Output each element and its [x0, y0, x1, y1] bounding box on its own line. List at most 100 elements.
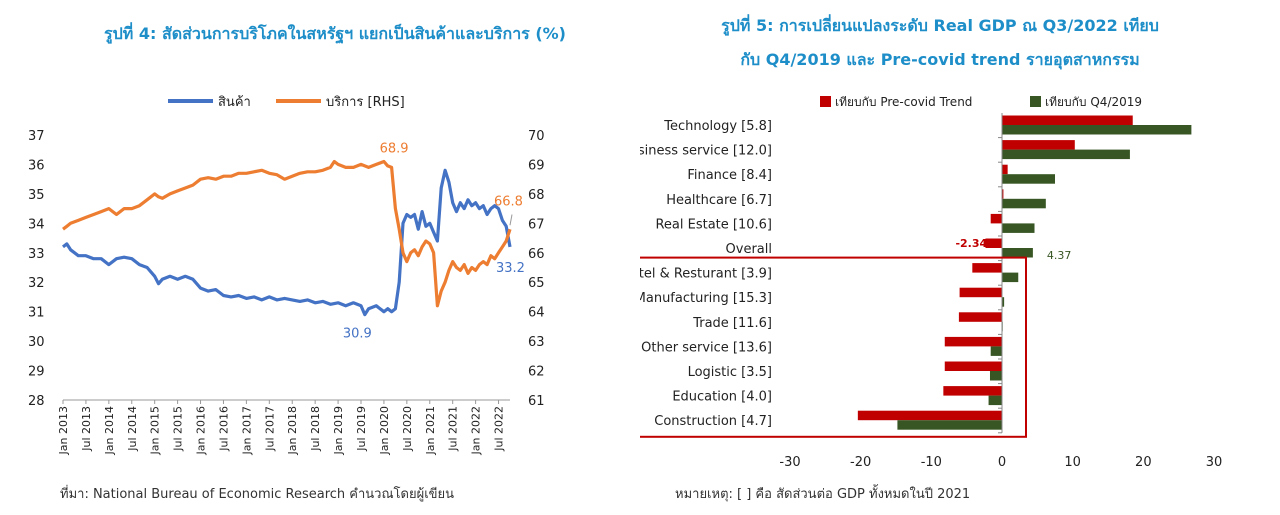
footnote: หมายเหตุ: [ ] คือ สัดส่วนต่อ GDP ทั้งหมด…: [675, 487, 971, 502]
source-note: ที่มา: National Bureau of Economic Resea…: [60, 487, 455, 502]
annotation-services-last: 66.8: [494, 195, 523, 210]
y-right-tick-label: 70: [528, 129, 545, 144]
chart1-title: รูปที่ 4: สัดส่วนการบริโภคในสหรัฐฯ แยกเป…: [104, 24, 566, 43]
x-tick-label: Jan 2014: [103, 406, 116, 455]
x-tick-label: Jul 2021: [447, 406, 460, 452]
bar-q4: [1002, 248, 1033, 258]
highlight-box: [640, 256, 1027, 438]
category-label: Trade [11.6]: [692, 316, 772, 331]
x-tick-label: Jul 2014: [126, 406, 139, 452]
y-right-tick-label: 64: [528, 306, 545, 321]
x-tick-label: Jul 2017: [263, 406, 276, 452]
category-label: Education [4.0]: [672, 390, 772, 405]
x-tick-label: 30: [1206, 455, 1223, 470]
x-tick-label: -30: [779, 455, 800, 470]
bar-q4: [988, 395, 1002, 406]
bar-precovid: [985, 238, 1002, 248]
y-right-tick-label: 65: [528, 276, 545, 291]
x-tick-label: Jan 2022: [470, 406, 483, 455]
legend-q4-label: เทียบกับ Q4/2019: [1045, 95, 1142, 109]
y-right-tick-label: 67: [528, 217, 545, 232]
x-tick-label: -20: [850, 455, 871, 470]
x-tick-label: 0: [998, 455, 1006, 470]
category-label: Real Estate [10.6]: [655, 217, 772, 232]
bar-q4: [1002, 149, 1130, 160]
category-label: Logistic [3.5]: [688, 365, 772, 380]
legend-precovid-label: เทียบกับ Pre-covid Trend: [835, 95, 972, 109]
bar-precovid: [944, 336, 1002, 347]
bar-q4: [1002, 174, 1055, 184]
y-left-tick-label: 35: [28, 188, 45, 203]
bar-q4: [1002, 297, 1005, 307]
bar-q4: [1002, 198, 1046, 209]
y-right-tick-label: 69: [528, 158, 545, 173]
y-left-tick-label: 37: [28, 129, 45, 144]
x-tick-label: Jan 2021: [424, 406, 437, 455]
bar-q4: [989, 371, 1002, 381]
x-tick-label: Jan 2017: [240, 406, 253, 455]
x-tick-label: Jul 2020: [401, 406, 414, 452]
x-tick-label: Jan 2016: [195, 406, 208, 455]
y-left-tick-label: 28: [28, 394, 45, 409]
bar-precovid: [1002, 140, 1075, 150]
category-label: Other service [13.6]: [641, 340, 772, 355]
chart2-title-line2: กับ Q4/2019 และ Pre-covid trend รายอุตสา…: [740, 50, 1140, 69]
x-tick-label: Jan 2018: [286, 406, 299, 455]
goods-series-line: [62, 168, 512, 317]
x-tick-label: Jan 2020: [378, 406, 391, 455]
bar-q4: [1002, 272, 1019, 283]
bar-precovid: [958, 312, 1002, 322]
bar-q4: [990, 346, 1002, 356]
bar-precovid: [1002, 164, 1008, 175]
y-left-tick-label: 29: [28, 365, 45, 380]
legend-q4-swatch: [1030, 96, 1041, 107]
x-tick-label: Jul 2013: [80, 406, 93, 452]
bar-q4: [897, 420, 1002, 430]
legend-services-label: บริการ [RHS]: [326, 95, 405, 110]
annotation-goods-min: 30.9: [343, 327, 372, 342]
bar-q4: [1002, 223, 1035, 233]
y-left-tick-label: 32: [28, 276, 45, 291]
bar-precovid: [944, 361, 1002, 371]
bar-precovid: [1002, 115, 1133, 125]
category-label: Healthcare [6.7]: [666, 193, 772, 208]
annotation-services-max: 68.9: [380, 142, 409, 157]
y-left-tick-label: 34: [28, 217, 45, 232]
y-right-tick-label: 66: [528, 247, 545, 262]
y-right-tick-label: 61: [528, 394, 545, 409]
category-label: Overall: [726, 242, 772, 257]
category-label: Construction [4.7]: [654, 414, 772, 429]
x-tick-label: 20: [1135, 455, 1152, 470]
category-label: Business service [12.0]: [640, 144, 772, 159]
y-left-tick-label: 33: [28, 247, 45, 262]
category-label: Technology [5.8]: [663, 119, 772, 134]
x-tick-label: Jul 2018: [309, 406, 322, 452]
category-label: Manufacturing [15.3]: [640, 291, 772, 306]
bar-precovid: [972, 263, 1002, 273]
x-tick-label: 10: [1064, 455, 1081, 470]
bar-q4: [1002, 125, 1192, 135]
y-right-tick-label: 68: [528, 188, 545, 203]
services-series-line: [62, 159, 512, 308]
annotation-leader: [509, 214, 513, 226]
bar-precovid: [990, 213, 1002, 224]
line-chart: สินค้า บริการ [RHS] 37 36 35 34 33 32 31 30 29 28 7…: [28, 95, 545, 455]
bar-precovid: [943, 386, 1002, 396]
y-right-tick-label: 63: [528, 335, 545, 350]
x-tick-label: Jan 2013: [57, 406, 70, 455]
category-label: Hotel & Resturant [3.9]: [640, 267, 772, 282]
chart2-title-line1: รูปที่ 5: การเปลี่ยนแปลงระดับ Real GDP ณ…: [721, 16, 1159, 35]
bar-precovid: [1002, 189, 1004, 199]
bar-precovid: [959, 287, 1002, 298]
category-label: Finance [8.4]: [687, 168, 772, 183]
x-tick-label: Jul 2022: [493, 406, 506, 452]
y-left-tick-label: 36: [28, 158, 45, 173]
bar-precovid: [857, 410, 1002, 421]
x-tick-label: Jan 2019: [332, 406, 345, 455]
y-left-tick-label: 30: [28, 335, 45, 350]
y-left-tick-label: 31: [28, 306, 45, 321]
x-tick-label: Jul 2019: [355, 406, 368, 452]
x-tick-label: -10: [921, 455, 942, 470]
data-label-overall-precovid: -2.34: [955, 237, 987, 250]
legend-goods-label: สินค้า: [218, 95, 251, 110]
